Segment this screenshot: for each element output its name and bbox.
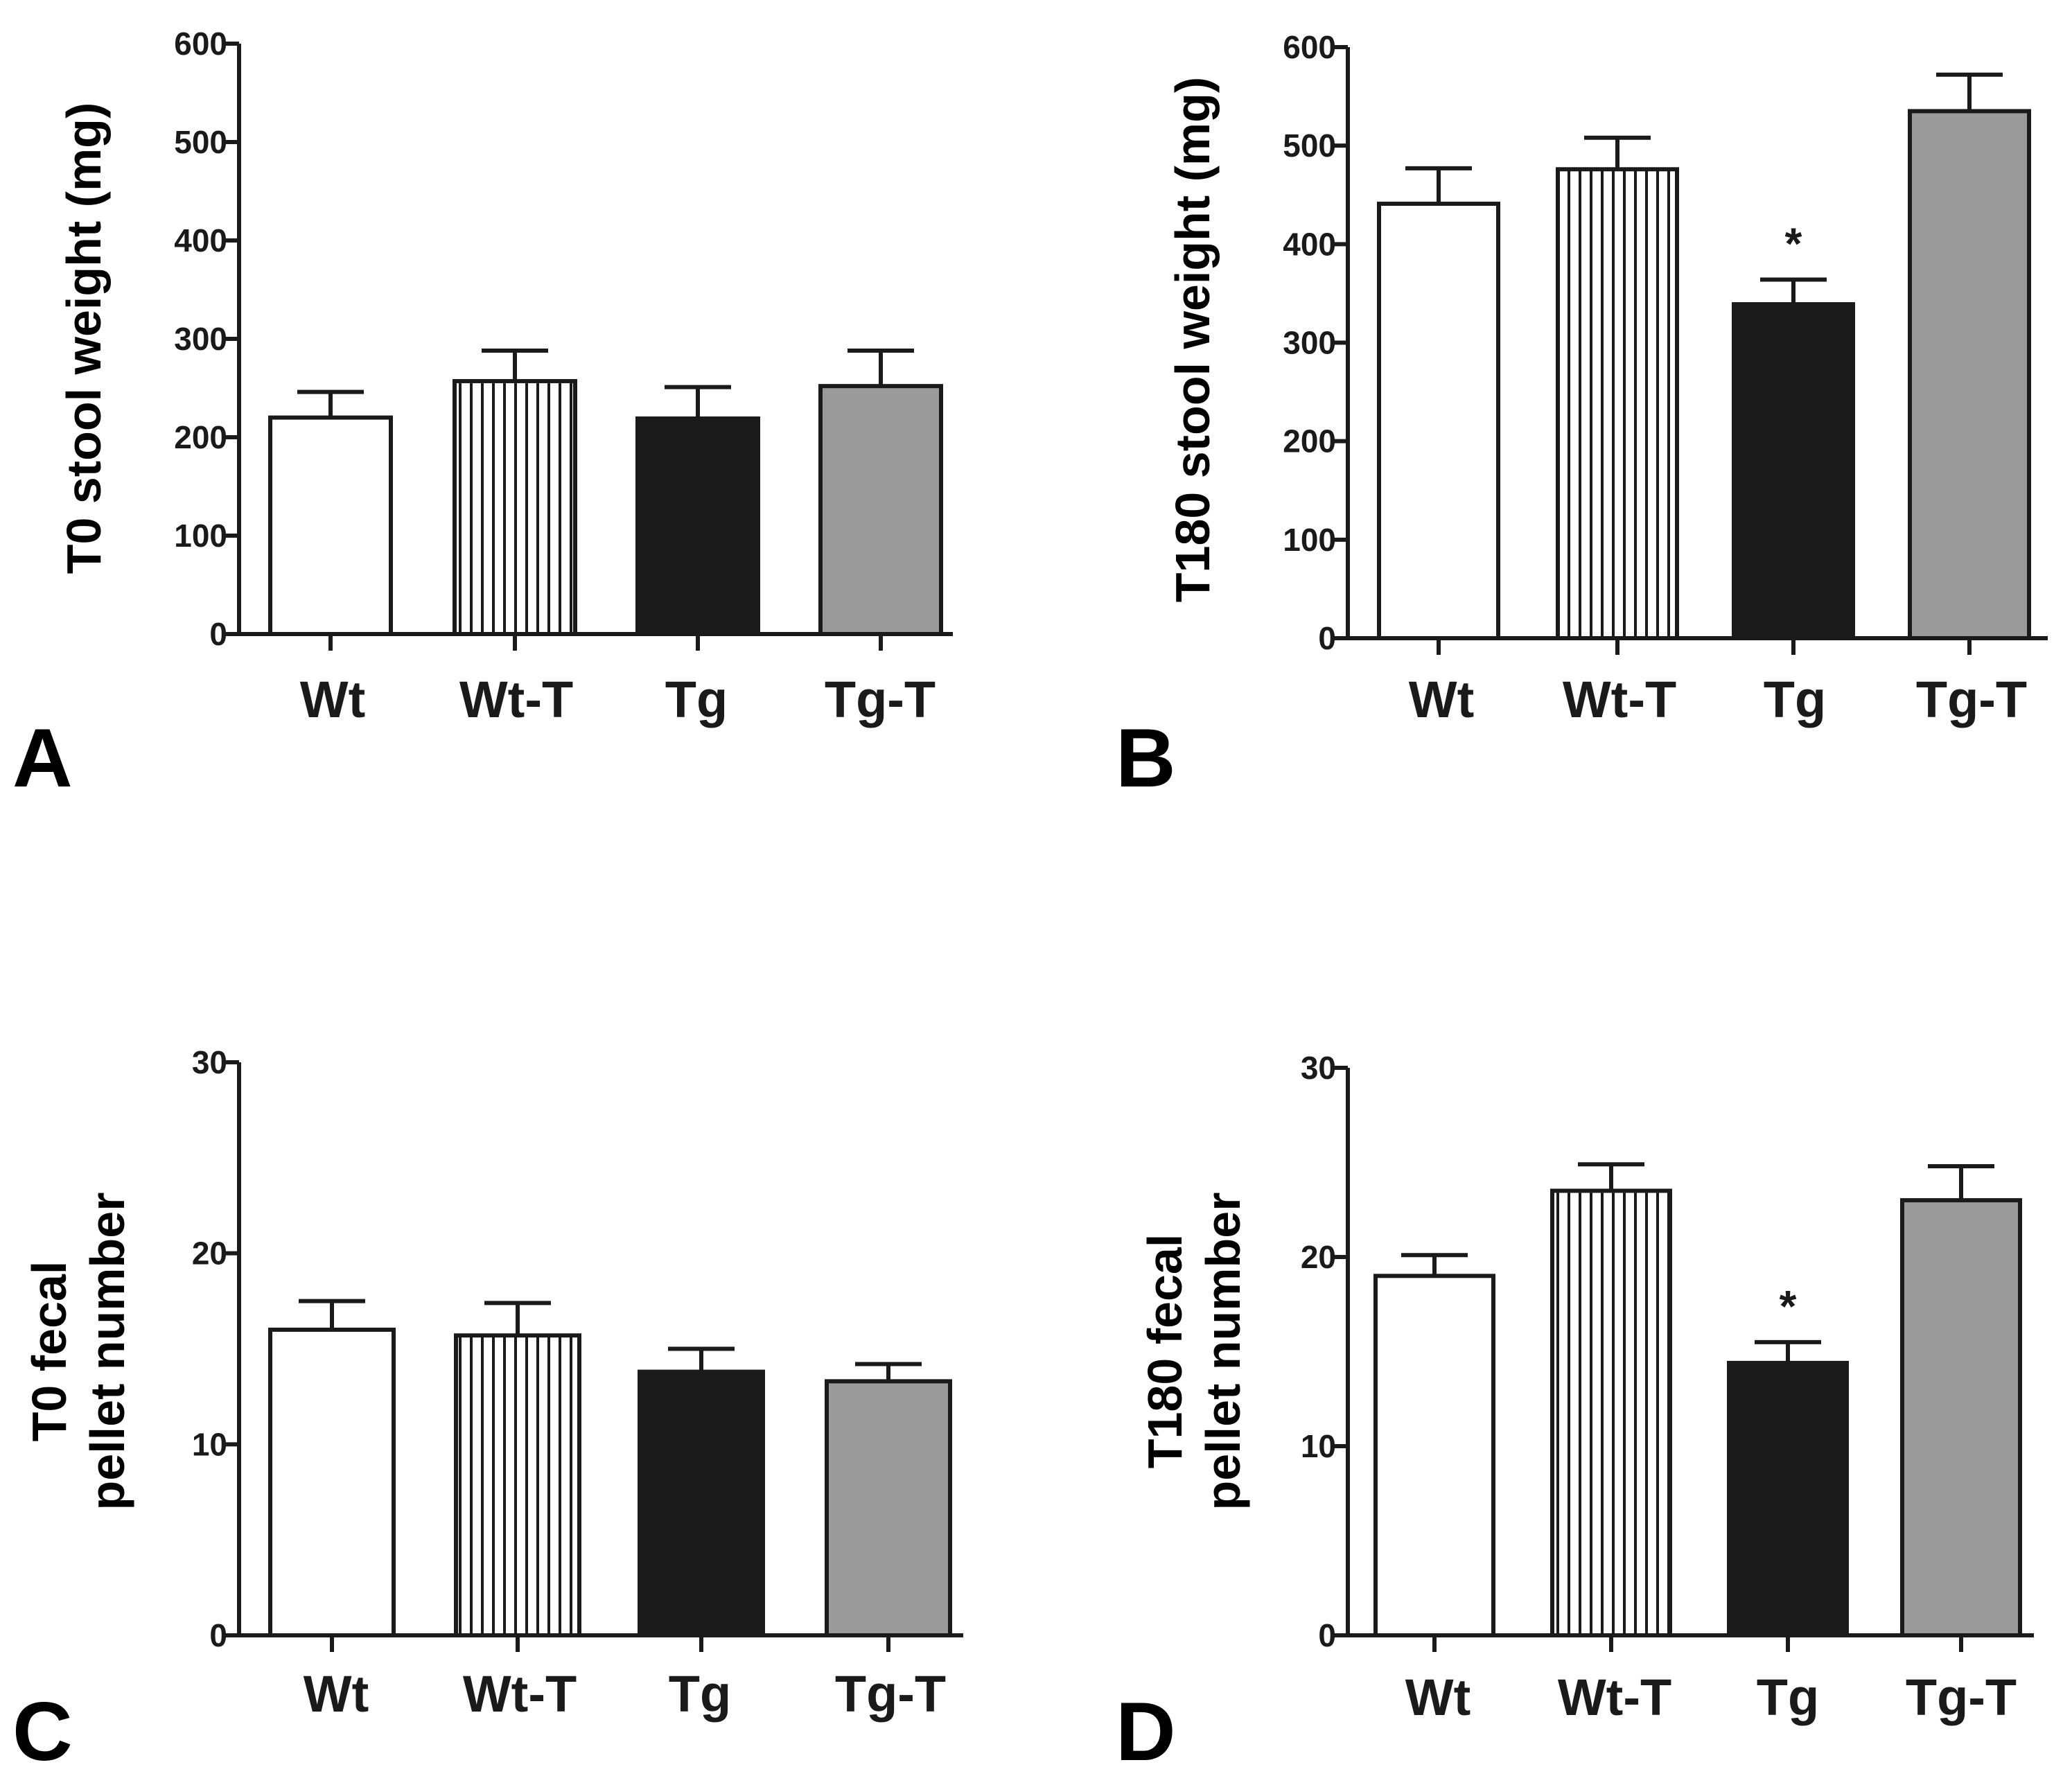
y-tick-label: 0 [209, 616, 227, 652]
x-tick-label: Tg-T [1916, 671, 2027, 728]
significance-marker: * [1780, 1281, 1797, 1331]
x-tick-label: Tg [1764, 671, 1826, 728]
y-tick-label: 30 [192, 1044, 227, 1080]
y-tick-label: 500 [174, 124, 227, 160]
bar-wt-t [454, 1333, 581, 1638]
bar-tg [635, 416, 760, 637]
y-tick-label: 300 [174, 321, 227, 357]
y-axis-title: T180 fecalpellet number [1138, 1193, 1250, 1511]
x-tick-label: Wt-T [1558, 1669, 1671, 1726]
bar-wt [268, 415, 393, 636]
chart-panel-a: 0 100 200 300 400 500 600 Wt Wt-T Tg Tg-T T0 stool … [12, 26, 953, 805]
y-axis-title-line: pellet number [1196, 1193, 1250, 1511]
chart-panel-b: 0 100 200 300 400 500 600 Wt Wt-T Tg * Tg-T T180 sto… [1116, 29, 2048, 805]
bar-wt [268, 1327, 396, 1638]
bar-wt-t [1556, 167, 1679, 640]
bar-tg [1727, 1360, 1849, 1637]
y-axis-title-line: T180 fecal [1138, 1234, 1192, 1469]
bar-tg [1732, 302, 1855, 640]
y-tick-label: 0 [209, 1617, 227, 1653]
bar-wt-t [453, 379, 577, 636]
x-tick-label: Tg-T [825, 671, 936, 728]
y-tick-label: 20 [192, 1236, 227, 1272]
y-tick-label: 300 [1283, 325, 1336, 361]
y-axis-title-line: T0 stool weight (mg) [57, 103, 111, 574]
y-tick-label: 100 [1283, 522, 1336, 558]
y-tick-label: 200 [1283, 423, 1336, 459]
bar-tg-t [1908, 109, 2031, 641]
y-tick-label: 100 [174, 518, 227, 554]
bar-tg-t [818, 384, 943, 636]
y-tick-label: 10 [1301, 1428, 1336, 1464]
y-axis-title: T0 stool weight (mg) [57, 103, 111, 574]
significance-marker: * [1785, 219, 1802, 269]
y-tick-label: 0 [1318, 620, 1336, 656]
y-tick-label: 10 [192, 1426, 227, 1462]
x-tick-label: Wt-T [459, 671, 573, 728]
x-tick-label: Wt [300, 671, 366, 728]
y-axis-title: T180 stool weight (mg) [1166, 77, 1220, 602]
x-tick-label: Tg [669, 1665, 731, 1723]
y-axis-title-line: pellet number [80, 1193, 134, 1511]
y-tick-label: 400 [174, 222, 227, 258]
x-tick-label: Tg-T [1906, 1669, 2017, 1726]
x-tick-label: Tg [665, 671, 728, 728]
y-axis-title: T0 fecalpellet number [22, 1193, 134, 1511]
x-tick-label: Tg [1757, 1669, 1819, 1726]
x-tick-label: Wt [1405, 1669, 1471, 1726]
bar-wt [1377, 202, 1500, 641]
y-tick-label: 500 [1283, 128, 1336, 164]
y-tick-label: 400 [1283, 226, 1336, 262]
bar-tg-t [825, 1379, 952, 1637]
bar-wt [1373, 1274, 1495, 1638]
y-axis-title-line: T0 fecal [22, 1261, 76, 1442]
chart-panel-d: 0 10 20 30 Wt Wt-T Tg * Tg-T T180 fecalpellet num… [1116, 1050, 2034, 1767]
panel-letter-b: B [1116, 712, 1176, 805]
bar-tg [638, 1369, 765, 1637]
y-tick-label: 30 [1301, 1050, 1336, 1086]
x-tick-label: Wt [1409, 671, 1475, 728]
bar-wt-t [1550, 1188, 1672, 1637]
panel-letter-a: A [12, 712, 73, 805]
y-tick-label: 20 [1301, 1239, 1336, 1275]
y-tick-label: 0 [1318, 1617, 1336, 1653]
y-tick-label: 600 [1283, 29, 1336, 65]
x-tick-label: Wt-T [1563, 671, 1676, 728]
y-tick-label: 200 [174, 419, 227, 455]
y-axis-title-line: T180 stool weight (mg) [1166, 77, 1220, 602]
x-tick-label: Tg-T [835, 1665, 946, 1723]
bar-tg-t [1900, 1198, 2022, 1637]
x-tick-label: Wt [304, 1665, 369, 1723]
y-tick-label: 600 [174, 26, 227, 62]
panel-letter-c: C [12, 1685, 73, 1767]
panel-letter-d: D [1116, 1685, 1176, 1767]
chart-panel-c: 0 10 20 30 Wt Wt-T Tg Tg-T T0 fecalpellet number… [12, 1044, 963, 1767]
x-tick-label: Wt-T [463, 1665, 577, 1723]
